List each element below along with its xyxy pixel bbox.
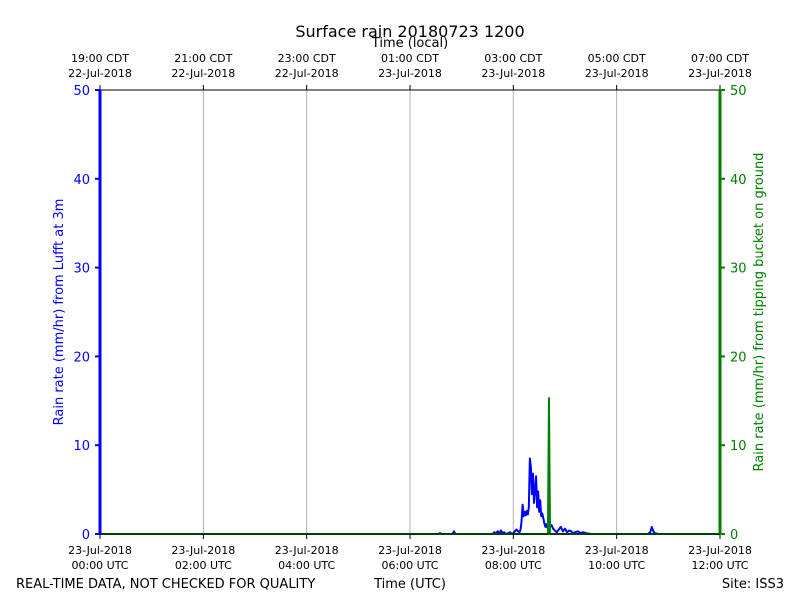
footer-site-label: Site: ISS3 xyxy=(722,577,784,592)
y-tick-label-left-3: 30 xyxy=(73,262,90,277)
x-tick-label-top-date-0: 22-Jul-2018 xyxy=(68,67,132,80)
chart-title: Surface rain 20180723 1200 xyxy=(295,22,524,41)
x-tick-label-top-date-6: 23-Jul-2018 xyxy=(688,67,752,80)
footer-quality-note: REAL-TIME DATA, NOT CHECKED FOR QUALITY xyxy=(16,577,315,592)
y-axis-label-left: Rain rate (mm/hr) from Lufft at 3m xyxy=(52,199,67,426)
y-tick-label-left-5: 50 xyxy=(73,84,90,99)
top-axis-label: Time (local) xyxy=(371,36,448,51)
x-tick-label-top-date-1: 22-Jul-2018 xyxy=(171,67,235,80)
x-tick-label-top-time-2: 23:00 CDT xyxy=(278,52,336,65)
x-tick-label-top-time-1: 21:00 CDT xyxy=(174,52,232,65)
x-tick-label-bottom-date-5: 23-Jul-2018 xyxy=(585,544,649,557)
x-tick-label-bottom-date-1: 23-Jul-2018 xyxy=(171,544,235,557)
x-tick-label-bottom-date-0: 23-Jul-2018 xyxy=(68,544,132,557)
x-axis-label: Time (UTC) xyxy=(373,577,446,592)
x-tick-label-top-date-2: 22-Jul-2018 xyxy=(275,67,339,80)
grid-layer xyxy=(202,90,618,534)
x-tick-label-bottom-date-6: 23-Jul-2018 xyxy=(688,544,752,557)
x-tick-label-top-time-6: 07:00 CDT xyxy=(691,52,749,65)
x-tick-label-top-date-4: 23-Jul-2018 xyxy=(481,67,545,80)
x-tick-label-bottom-time-0: 00:00 UTC xyxy=(71,559,128,572)
x-tick-label-top-time-5: 05:00 CDT xyxy=(588,52,646,65)
x-tick-label-bottom-date-4: 23-Jul-2018 xyxy=(481,544,545,557)
x-tick-label-bottom-time-1: 02:00 UTC xyxy=(175,559,232,572)
x-tick-label-bottom-time-6: 12:00 UTC xyxy=(691,559,748,572)
x-tick-label-top-time-3: 01:00 CDT xyxy=(381,52,439,65)
x-tick-label-top-time-4: 03:00 CDT xyxy=(484,52,542,65)
x-tick-label-bottom-date-3: 23-Jul-2018 xyxy=(378,544,442,557)
x-tick-label-top-date-5: 23-Jul-2018 xyxy=(585,67,649,80)
x-tick-label-bottom-time-4: 08:00 UTC xyxy=(485,559,542,572)
x-tick-label-bottom-date-2: 23-Jul-2018 xyxy=(275,544,339,557)
y-axis-label-right: Rain rate (mm/hr) from tipping bucket on… xyxy=(752,153,767,472)
x-tick-label-top-date-3: 23-Jul-2018 xyxy=(378,67,442,80)
y-tick-label-right-5: 50 xyxy=(730,84,747,99)
x-tick-label-bottom-time-3: 06:00 UTC xyxy=(381,559,438,572)
y-tick-label-right-1: 10 xyxy=(730,439,747,454)
y-tick-label-left-2: 20 xyxy=(73,350,90,365)
y-tick-label-left-4: 40 xyxy=(73,173,90,188)
y-tick-label-left-0: 0 xyxy=(82,528,90,543)
y-tick-label-right-3: 30 xyxy=(730,262,747,277)
x-tick-label-top-time-0: 19:00 CDT xyxy=(71,52,129,65)
y-tick-label-right-4: 40 xyxy=(730,173,747,188)
y-tick-label-right-0: 0 xyxy=(730,528,738,543)
y-tick-label-right-2: 20 xyxy=(730,350,747,365)
x-tick-label-bottom-time-2: 04:00 UTC xyxy=(278,559,335,572)
x-tick-label-bottom-time-5: 10:00 UTC xyxy=(588,559,645,572)
y-tick-label-left-1: 10 xyxy=(73,439,90,454)
ticks-layer: 23-Jul-2018 00:00 UTC 23-Jul-2018 02:00 UTC… xyxy=(68,52,752,572)
